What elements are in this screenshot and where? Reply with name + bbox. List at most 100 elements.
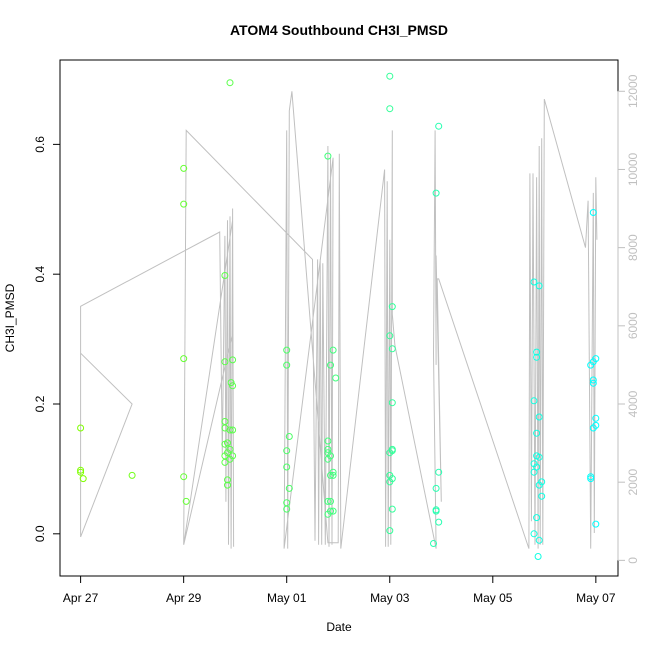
data-point xyxy=(226,79,234,87)
y2-tick-label: 0 xyxy=(626,557,640,564)
data-point xyxy=(283,447,291,455)
right-series-line xyxy=(80,91,598,549)
data-point xyxy=(224,481,231,489)
data-point xyxy=(388,399,396,407)
data-point xyxy=(592,421,600,429)
data-point xyxy=(388,345,396,353)
right-line-series xyxy=(80,91,598,549)
data-point xyxy=(329,507,337,515)
chart-title: ATOM4 Southbound CH3I_PMSD xyxy=(230,22,448,38)
data-point xyxy=(128,471,136,479)
y-tick-label: 0.4 xyxy=(33,266,47,283)
data-point xyxy=(77,466,85,474)
x-tick-label: Apr 27 xyxy=(63,591,99,605)
data-point xyxy=(283,463,291,471)
data-point xyxy=(533,463,541,471)
x-tick-label: May 07 xyxy=(576,591,616,605)
x-tick-label: May 05 xyxy=(473,591,513,605)
scatter-points xyxy=(77,72,600,560)
data-point xyxy=(587,475,595,483)
data-point xyxy=(180,355,188,363)
data-point xyxy=(535,282,543,290)
data-point xyxy=(283,361,291,369)
data-point xyxy=(324,445,332,453)
data-point xyxy=(388,475,396,483)
data-point xyxy=(327,452,334,460)
data-point xyxy=(77,424,85,432)
data-point xyxy=(324,437,332,445)
data-point xyxy=(530,278,538,286)
data-point xyxy=(435,468,443,476)
data-point xyxy=(530,397,538,405)
data-point xyxy=(180,164,188,172)
data-point xyxy=(327,361,334,369)
data-point xyxy=(592,520,600,528)
data-point xyxy=(329,471,337,479)
data-point xyxy=(226,426,234,434)
data-point xyxy=(229,452,237,460)
data-point xyxy=(226,445,234,453)
data-point xyxy=(180,473,188,481)
data-point xyxy=(435,122,443,130)
data-point xyxy=(324,497,332,505)
data-point xyxy=(533,353,541,361)
data-point xyxy=(224,439,231,447)
data-point xyxy=(530,530,538,538)
data-point xyxy=(229,356,237,364)
data-point xyxy=(79,475,87,483)
data-point xyxy=(221,358,229,366)
data-point xyxy=(533,348,541,356)
data-point xyxy=(386,332,394,340)
data-point xyxy=(324,152,332,160)
data-point xyxy=(589,209,597,216)
x-tick-label: Apr 29 xyxy=(166,591,202,605)
data-point xyxy=(587,473,595,481)
data-point xyxy=(435,518,443,526)
y-tick-label: 0.6 xyxy=(33,136,47,153)
y-axis: 0.0 0.2 0.4 0.6 xyxy=(33,136,61,542)
data-point xyxy=(386,105,394,113)
data-point xyxy=(538,478,546,486)
data-point xyxy=(327,507,334,515)
data-point xyxy=(229,426,237,434)
data-point xyxy=(227,379,235,387)
data-point xyxy=(592,414,600,422)
data-point xyxy=(329,346,337,354)
data-point xyxy=(77,468,85,476)
y2-tick-label: 6000 xyxy=(626,312,640,339)
data-point xyxy=(430,540,437,547)
y-tick-label: 0.0 xyxy=(33,525,47,542)
y-axis-label: CH3I_PMSD xyxy=(3,283,17,352)
data-point xyxy=(283,346,291,354)
data-point xyxy=(388,505,396,513)
data-point xyxy=(432,507,440,515)
data-point xyxy=(533,429,541,437)
data-point xyxy=(388,303,396,311)
data-point xyxy=(283,505,291,513)
x-axis: Apr 27 Apr 29 May 01 May 03 May 05 May 07 xyxy=(63,575,616,605)
x-axis-label: Date xyxy=(326,620,352,634)
data-point xyxy=(327,497,334,505)
data-point xyxy=(221,272,229,279)
data-point xyxy=(534,553,542,560)
data-point xyxy=(329,468,337,476)
data-point xyxy=(180,200,188,208)
data-point xyxy=(535,413,543,421)
data-point xyxy=(535,453,543,461)
data-point xyxy=(432,484,440,492)
data-point xyxy=(432,189,440,197)
data-point xyxy=(535,536,543,544)
y2-tick-label: 2000 xyxy=(626,469,640,496)
x-tick-label: May 03 xyxy=(370,591,410,605)
data-point xyxy=(285,484,293,492)
data-point xyxy=(285,433,293,440)
data-point xyxy=(533,514,541,522)
x-tick-label: May 01 xyxy=(267,591,307,605)
y-tick-label: 0.2 xyxy=(33,395,47,412)
y2-tick-label: 4000 xyxy=(626,390,640,417)
data-point xyxy=(589,376,597,384)
y2-tick-label: 12000 xyxy=(626,74,640,108)
data-point xyxy=(388,447,396,455)
